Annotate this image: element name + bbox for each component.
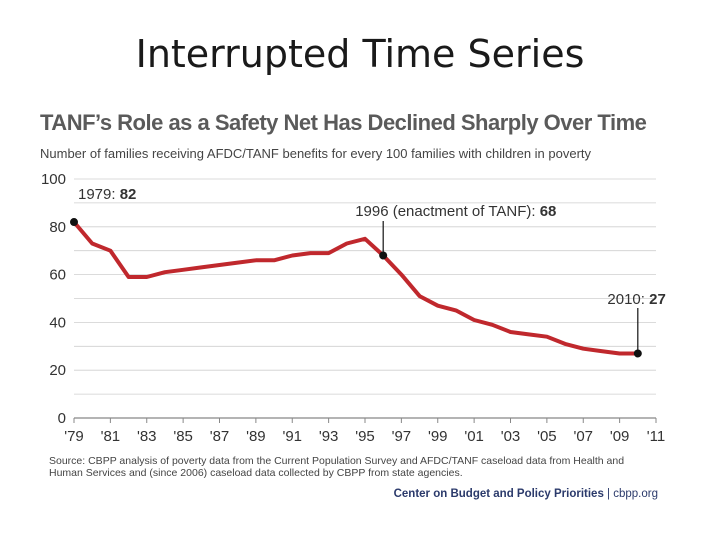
x-tick-label: '97: [392, 428, 412, 445]
annotations: 1979: 82 1996 (enactment of TANF): 68 2010…: [70, 186, 666, 358]
y-tick-label: 0: [58, 410, 66, 427]
x-tick-label: '85: [173, 428, 193, 445]
annotation-label: 1996 (enactment of TANF): 68: [355, 203, 556, 220]
y-tick-label: 20: [49, 362, 66, 379]
x-tick-label: '99: [428, 428, 448, 445]
credit-org: Center on Budget and Policy Priorities: [393, 488, 604, 500]
series-line: [72, 220, 640, 356]
x-tick-label: '93: [319, 428, 339, 445]
annotation-label: 2010: 27: [607, 291, 665, 308]
gridlines: [74, 178, 656, 419]
annotation-label: 1979: 82: [78, 186, 136, 203]
annotation-value: 82: [120, 186, 137, 203]
chart-title: TANF’s Role as a Safety Net Has Declined…: [40, 110, 647, 135]
x-tick-label: '03: [501, 428, 521, 445]
x-tick-label: '81: [101, 428, 121, 445]
chart-subtitle: Number of families receiving AFDC/TANF b…: [40, 146, 592, 161]
credit-site: cbpp.org: [613, 488, 658, 500]
x-tick-label: '11: [647, 428, 665, 445]
annotation-value: 27: [649, 291, 666, 308]
x-tick-label: '07: [573, 428, 593, 445]
x-tick-label: '05: [537, 428, 557, 445]
y-tick-label: 100: [41, 171, 66, 188]
annotation-text: 2010:: [607, 291, 649, 308]
slide-title: Interrupted Time Series: [135, 32, 585, 76]
annotation-value: 68: [540, 203, 557, 220]
annotation-text: 1996 (enactment of TANF):: [355, 203, 540, 220]
y-tick-label: 40: [49, 314, 66, 331]
credit-separator: |: [603, 488, 614, 500]
x-tick-label: '91: [282, 428, 302, 445]
source-note: Source: CBPP analysis of poverty data fr…: [49, 455, 625, 479]
y-tick-label: 60: [49, 267, 66, 284]
x-tick-label: '01: [464, 428, 484, 445]
annotation-point: [633, 349, 642, 358]
credit-line: Center on Budget and Policy Priorities |…: [394, 488, 658, 500]
x-tick-label: '87: [210, 428, 230, 445]
x-tick-label: '09: [610, 428, 630, 445]
x-tick-label: '95: [355, 428, 375, 445]
x-tick-label: '83: [137, 428, 157, 445]
annotation-point: [379, 251, 388, 260]
x-tick-label: '79: [64, 428, 84, 445]
y-tick-label: 80: [49, 219, 66, 236]
annotation-text: 1979:: [78, 186, 120, 203]
series-layer: [72, 220, 640, 356]
x-tick-label: '89: [246, 428, 266, 445]
annotation-point: [70, 218, 78, 227]
axes: 0 20 40 60 80 100 '79 '81 '83 '85 '87 '89 '91 '93 '95 '…: [41, 171, 665, 445]
